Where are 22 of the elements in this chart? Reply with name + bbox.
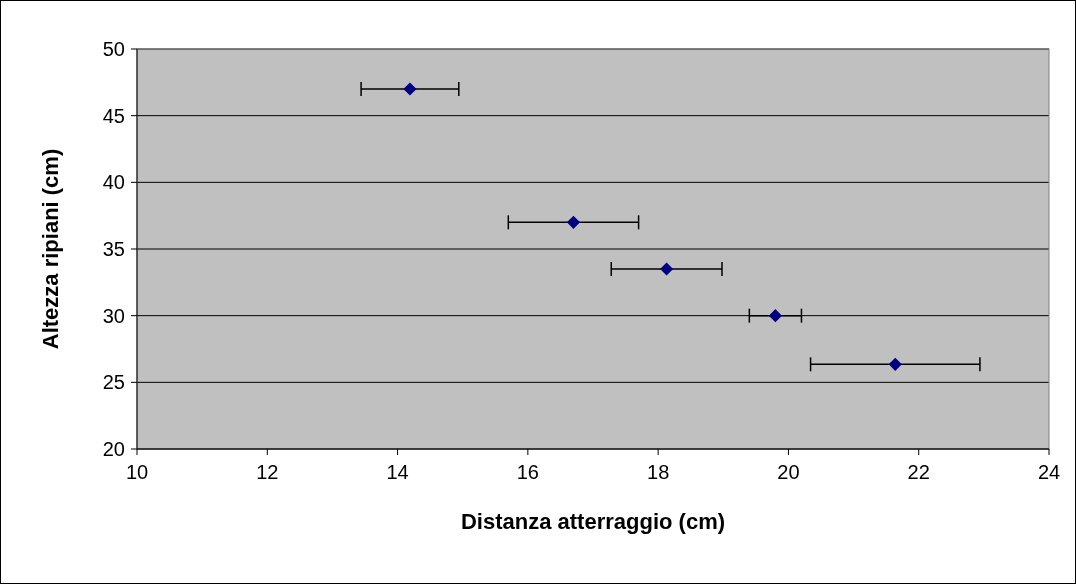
x-axis-title: Distanza atterraggio (cm) <box>460 509 726 534</box>
x-tick-label: 10 <box>125 461 149 483</box>
x-tick-label: 22 <box>907 461 930 483</box>
y-tick-label: 45 <box>102 104 125 127</box>
point <box>566 215 581 229</box>
y-tick-label: 50 <box>102 38 125 60</box>
y-tick-label: 40 <box>102 171 125 194</box>
point <box>768 309 782 323</box>
point <box>403 82 417 96</box>
y-tick-label: 25 <box>102 371 125 394</box>
point <box>660 262 674 276</box>
x-tick-label: 12 <box>256 461 279 483</box>
y-axis-title: Altezza ripiani (cm) <box>38 148 63 350</box>
x-tick-label: 18 <box>647 461 670 483</box>
y-tick-label: 20 <box>102 438 125 460</box>
x-tick-label: 24 <box>1037 461 1061 483</box>
y-tick-label: 30 <box>102 304 125 327</box>
x-tick-label: 16 <box>516 461 539 483</box>
x-tick-label: 14 <box>386 461 409 483</box>
point <box>888 357 902 371</box>
y-tick-label: 35 <box>102 238 125 260</box>
x-tick-label: 20 <box>777 461 800 483</box>
